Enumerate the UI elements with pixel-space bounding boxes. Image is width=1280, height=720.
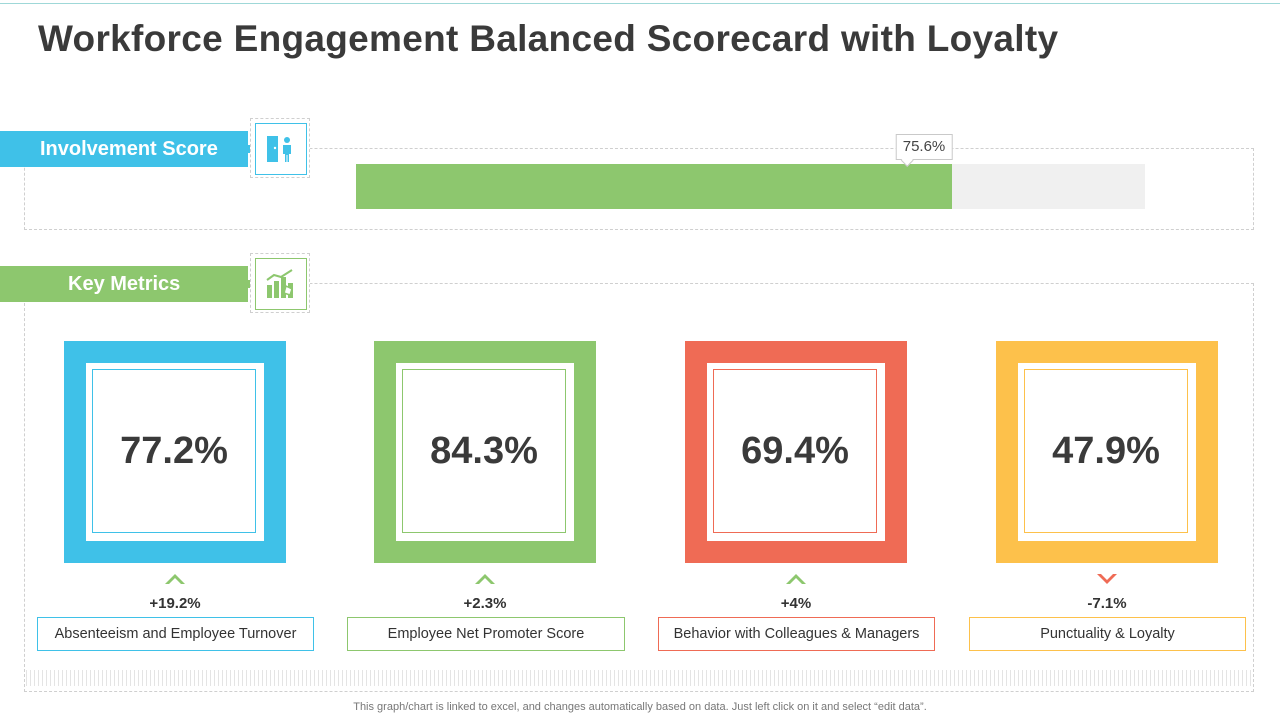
top-rule (0, 3, 1280, 4)
metric-value: 84.3% (430, 429, 538, 472)
metric-tile-punctuality: 47.9% (996, 341, 1218, 563)
metric-change: -7.1% (1087, 595, 1127, 612)
key-metrics-header: Key Metrics (0, 266, 252, 302)
trend-up-icon (165, 574, 185, 584)
involvement-progress-fill (356, 164, 952, 209)
trend-up-icon (786, 574, 806, 584)
trend-down-icon (1097, 574, 1117, 584)
metric-change: +2.3% (463, 595, 507, 612)
connector-dot (244, 280, 252, 288)
tile-frame: 77.2% (92, 369, 256, 533)
key-metrics-panel (24, 283, 1254, 692)
involvement-score-header: Involvement Score (0, 131, 252, 167)
decorative-hatch (26, 670, 1252, 686)
metric-change: +4% (780, 595, 812, 612)
metric-label-behavior: Behavior with Colleagues & Managers (658, 617, 935, 651)
tile-frame: 69.4% (713, 369, 877, 533)
metric-tile-enps: 84.3% (374, 341, 596, 563)
tile-inner: 69.4% (707, 363, 885, 541)
involvement-progress-bar (356, 164, 1145, 209)
trend-up-icon (475, 574, 495, 584)
key-metrics-label: Key Metrics (68, 273, 181, 295)
metric-change: +19.2% (149, 595, 201, 612)
key-metrics-icon-box (250, 253, 310, 313)
person-at-door-icon (255, 123, 307, 175)
involvement-panel (24, 148, 1254, 230)
page-title: Workforce Engagement Balanced Scorecard … (38, 18, 1059, 59)
connector-dot (244, 145, 252, 153)
tile-frame: 47.9% (1024, 369, 1188, 533)
tile-frame: 84.3% (402, 369, 566, 533)
tile-inner: 47.9% (1018, 363, 1196, 541)
metric-value: 69.4% (741, 429, 849, 472)
involvement-icon-box (250, 118, 310, 178)
tile-inner: 84.3% (396, 363, 574, 541)
metric-label-absenteeism: Absenteeism and Employee Turnover (37, 617, 314, 651)
involvement-score-label: Involvement Score (40, 138, 218, 160)
bar-chart-growth-icon (255, 258, 307, 310)
footer-note: This graph/chart is linked to excel, and… (353, 701, 927, 713)
metric-label-enps: Employee Net Promoter Score (347, 617, 625, 651)
metric-tile-behavior: 69.4% (685, 341, 907, 563)
tile-inner: 77.2% (86, 363, 264, 541)
metric-value: 77.2% (120, 429, 228, 472)
involvement-value-callout: 75.6% (895, 134, 953, 160)
metric-tile-absenteeism: 77.2% (64, 341, 286, 563)
metric-value: 47.9% (1052, 429, 1160, 472)
metric-label-punctuality: Punctuality & Loyalty (969, 617, 1246, 651)
